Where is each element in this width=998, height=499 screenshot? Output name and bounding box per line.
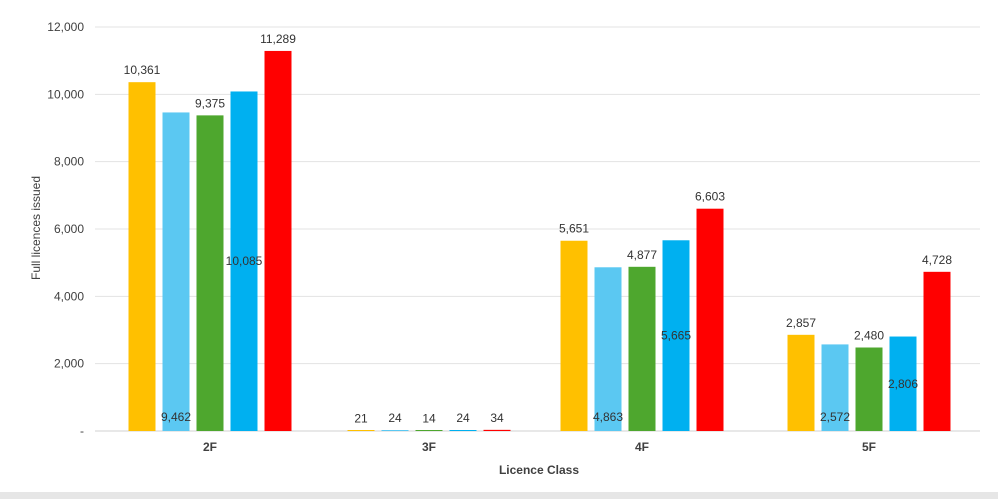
y-tick-label: 6,000 bbox=[54, 222, 84, 236]
data-label: 6,603 bbox=[695, 190, 725, 204]
x-category-label: 3F bbox=[422, 440, 436, 454]
y-tick-label: 10,000 bbox=[47, 87, 84, 101]
y-tick-label: 8,000 bbox=[54, 155, 84, 169]
data-labels: 10,361 9,462 9,375 10,085 11,289 21 24 14 24 34 5,… bbox=[124, 32, 953, 426]
y-tick-label: - bbox=[80, 424, 84, 438]
data-label: 11,289 bbox=[260, 32, 296, 46]
bar bbox=[821, 344, 849, 431]
bar bbox=[483, 429, 511, 431]
bar bbox=[449, 430, 477, 431]
bar bbox=[662, 240, 690, 431]
data-label: 2,857 bbox=[786, 316, 816, 330]
bar bbox=[196, 115, 224, 431]
x-category-label: 4F bbox=[635, 440, 649, 454]
bar bbox=[230, 91, 258, 431]
bar bbox=[787, 334, 815, 431]
data-label: 10,085 bbox=[226, 254, 263, 268]
data-label: 14 bbox=[422, 412, 436, 426]
data-label: 9,462 bbox=[161, 410, 191, 424]
bar bbox=[347, 430, 375, 431]
y-tick-label: 12,000 bbox=[47, 20, 84, 34]
bar bbox=[264, 50, 292, 431]
bar bbox=[889, 336, 917, 431]
data-label: 5,665 bbox=[661, 329, 691, 343]
data-label: 2,572 bbox=[820, 410, 850, 424]
bar bbox=[923, 271, 951, 431]
data-label: 24 bbox=[456, 411, 470, 425]
x-axis-title: Licence Class bbox=[499, 463, 579, 477]
bar bbox=[415, 430, 443, 431]
bar bbox=[162, 112, 190, 432]
bottom-divider bbox=[0, 492, 998, 499]
x-axis-categories: 2F 3F 4F 5F bbox=[203, 440, 876, 454]
y-axis-title: Full licences issued bbox=[29, 176, 43, 280]
data-label: 4,877 bbox=[627, 248, 657, 262]
bar bbox=[855, 347, 883, 431]
y-tick-label: 4,000 bbox=[54, 289, 84, 303]
x-category-label: 2F bbox=[203, 440, 217, 454]
data-label: 10,361 bbox=[124, 63, 161, 77]
data-label: 4,863 bbox=[593, 410, 623, 424]
data-label: 24 bbox=[388, 411, 402, 425]
data-label: 5,651 bbox=[559, 222, 589, 236]
bars bbox=[128, 50, 951, 432]
x-category-label: 5F bbox=[862, 440, 876, 454]
bar bbox=[128, 82, 156, 432]
bar bbox=[560, 240, 588, 431]
data-label: 4,728 bbox=[922, 253, 952, 267]
bar bbox=[628, 266, 656, 431]
data-label: 2,806 bbox=[888, 377, 918, 391]
bar bbox=[696, 208, 724, 431]
y-tick-label: 2,000 bbox=[54, 357, 84, 371]
data-label: 21 bbox=[354, 411, 368, 425]
data-label: 34 bbox=[490, 411, 504, 425]
data-label: 2,480 bbox=[854, 329, 884, 343]
bar bbox=[381, 430, 409, 431]
data-label: 9,375 bbox=[195, 96, 225, 110]
y-axis-ticks: - 2,000 4,000 6,000 8,000 10,000 12,000 bbox=[47, 20, 84, 438]
bar bbox=[594, 267, 622, 431]
